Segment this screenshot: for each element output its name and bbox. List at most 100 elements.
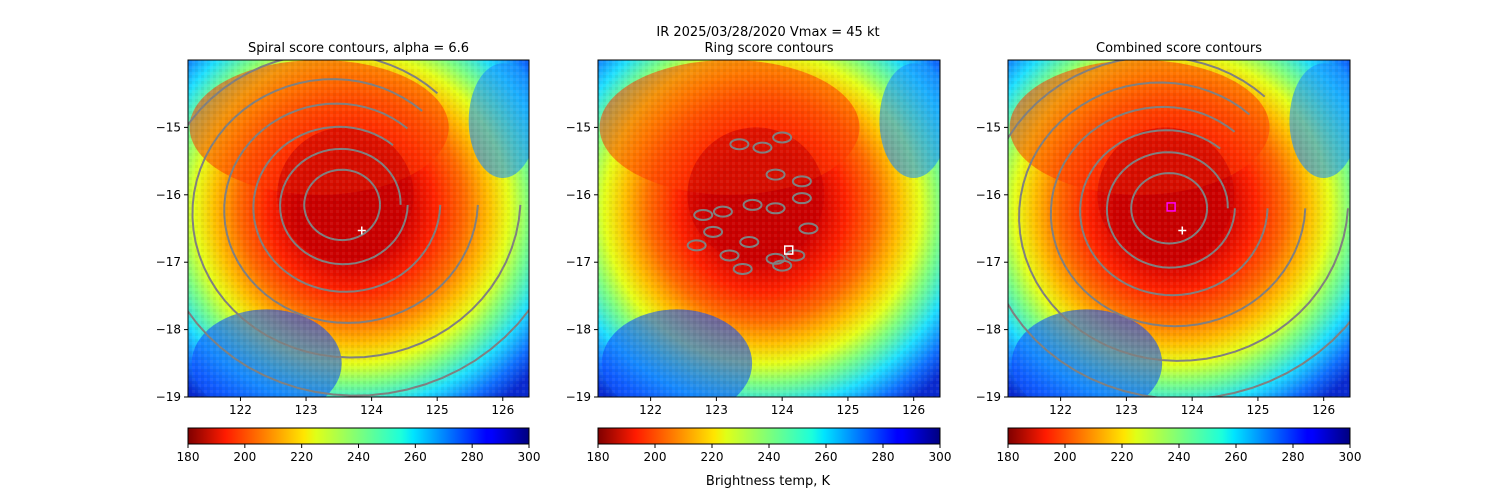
panel-3: Combined score contours 122 123 124 125 126 −1… <box>976 41 1362 464</box>
field-texture <box>598 60 940 397</box>
y-tick-label: −19 <box>976 390 1001 404</box>
ring-contour <box>686 239 707 252</box>
heatmap-field <box>598 60 940 397</box>
ring-contour <box>772 259 793 272</box>
colorbar-tick-label: 280 <box>461 450 484 464</box>
panel-title: Combined score contours <box>1096 41 1262 56</box>
spiral-contour <box>191 78 522 359</box>
heatmap-field <box>1008 60 1350 397</box>
panel-2: Ring score contours 122 123 124 125 126 −15 −16… <box>566 41 952 464</box>
x-tick-label: 124 <box>771 403 794 417</box>
spiral-contour <box>303 168 381 242</box>
colorbar-tick-label: 300 <box>518 450 541 464</box>
colorbar <box>597 427 941 445</box>
x-tick-label: 122 <box>229 403 252 417</box>
heatmap-field <box>188 60 529 397</box>
ring-contour <box>732 262 753 275</box>
axes-frame <box>1007 59 1351 398</box>
axes-frame <box>597 59 941 398</box>
x-tick-label: 125 <box>1246 403 1269 417</box>
center-square-marker <box>783 245 794 255</box>
contours <box>188 60 529 397</box>
y-tick-label: −16 <box>156 188 181 202</box>
panel-1: Spiral score contours, alpha = 6.6 122 123… <box>156 41 541 464</box>
spiral-contour <box>223 102 479 324</box>
colorbar-tick-label: 200 <box>644 450 667 464</box>
y-tick-label: −18 <box>156 323 181 337</box>
colorbar-tick-label: 280 <box>1282 450 1305 464</box>
colorbar <box>1007 427 1351 445</box>
y-tick-label: −17 <box>976 255 1001 269</box>
ring-contour <box>791 192 812 205</box>
ring-contour <box>703 225 724 238</box>
colorbar-tick-label: 260 <box>815 450 838 464</box>
colorbar <box>187 427 530 445</box>
colorbar-tick-label: 240 <box>1168 450 1191 464</box>
colorbar-tick-label: 220 <box>290 450 313 464</box>
colorbar-tick-label: 180 <box>177 450 200 464</box>
y-tick-label: −16 <box>976 188 1001 202</box>
x-tick-label: 126 <box>491 403 514 417</box>
contours <box>686 131 819 275</box>
y-tick-label: −16 <box>566 188 591 202</box>
colorbar-tick-label: 200 <box>1054 450 1077 464</box>
ring-contour <box>765 168 786 181</box>
spiral-contour <box>1049 105 1307 328</box>
spiral-contour <box>252 125 442 293</box>
spiral-contour <box>279 147 409 266</box>
ring-contour <box>765 252 786 265</box>
x-tick-label: 122 <box>1049 403 1072 417</box>
ring-contour <box>712 205 733 218</box>
center-square-marker <box>1166 202 1176 212</box>
x-tick-label: 125 <box>836 403 859 417</box>
x-tick-label: 123 <box>705 403 728 417</box>
colorbar-tick-label: 300 <box>929 450 952 464</box>
ring-contour <box>742 198 763 211</box>
panel-title: Ring score contours <box>704 41 833 56</box>
colorbar-tick-label: 180 <box>587 450 610 464</box>
center-plus-marker <box>357 226 366 235</box>
axes-frame <box>187 59 530 398</box>
colorbar-label: Brightness temp, K <box>706 474 831 489</box>
y-tick-label: −15 <box>156 120 181 134</box>
ring-contour <box>739 235 760 248</box>
spiral-contour <box>188 60 529 397</box>
spiral-contour <box>1130 172 1209 245</box>
x-tick-label: 124 <box>360 403 383 417</box>
x-tick-label: 122 <box>639 403 662 417</box>
spiral-contour <box>1008 60 1350 397</box>
colorbar-tick-label: 240 <box>758 450 781 464</box>
y-tick-label: −17 <box>566 255 591 269</box>
y-tick-label: −17 <box>156 255 181 269</box>
colorbar-tick-label: 200 <box>233 450 256 464</box>
ring-contour <box>798 222 819 235</box>
colorbar-tick-label: 260 <box>1225 450 1248 464</box>
spiral-contour <box>1105 151 1236 269</box>
field-texture <box>188 60 529 397</box>
y-tick-label: −15 <box>566 120 591 134</box>
field-texture <box>1008 60 1350 397</box>
x-tick-label: 125 <box>426 403 449 417</box>
ring-contour <box>693 209 714 222</box>
colorbar-tick-label: 260 <box>404 450 427 464</box>
ring-contour <box>729 138 750 151</box>
spiral-contour <box>1018 81 1349 362</box>
colorbar-tick-label: 280 <box>872 450 895 464</box>
ring-contour <box>785 249 806 262</box>
figure-suptitle: IR 2025/03/28/2020 Vmax = 45 kt <box>656 25 879 40</box>
x-tick-label: 126 <box>902 403 925 417</box>
ring-contour <box>791 175 812 188</box>
colorbar-tick-label: 220 <box>1111 450 1134 464</box>
y-tick-label: −19 <box>156 390 181 404</box>
contours <box>1008 60 1350 397</box>
y-tick-label: −15 <box>976 120 1001 134</box>
ring-contour <box>772 131 793 144</box>
y-tick-label: −18 <box>976 323 1001 337</box>
panel-title: Spiral score contours, alpha = 6.6 <box>248 41 469 56</box>
spiral-contour <box>1079 129 1269 297</box>
colorbar-tick-label: 300 <box>1339 450 1362 464</box>
y-tick-label: −19 <box>566 390 591 404</box>
colorbar-tick-label: 180 <box>997 450 1020 464</box>
ring-contour <box>765 202 786 215</box>
